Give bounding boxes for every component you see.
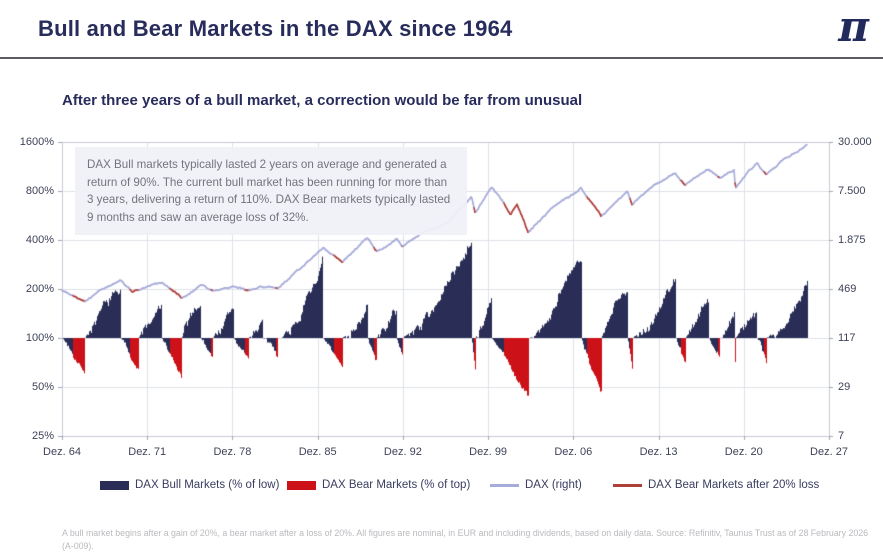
left-tick-400%: 400% [25,234,54,246]
legend-line-icon [613,483,642,487]
right-tick-7: 7 [838,430,845,442]
left-tick-100%: 100% [25,332,54,344]
chart-legend: DAX Bull Markets (% of low) DAX Bear Mark… [0,476,883,496]
header-divider [0,57,883,59]
x-tick-Dez78: Dez. 78 [213,446,252,458]
left-tick-200%: 200% [25,283,54,295]
legend-line-icon [490,483,519,487]
legend-swatch-icon [100,480,129,490]
chart-subtitle: After three years of a bull market, a co… [62,92,583,109]
left-tick-1600%: 1600% [19,136,54,148]
legend-item-2: DAX Bear Markets (% of top) [287,476,470,494]
x-tick-Dez13: Dez. 13 [639,446,678,458]
legend-label: DAX (right) [525,479,582,491]
right-tick-1.875: 1.875 [838,234,866,246]
x-tick-Dez92: Dez. 92 [383,446,422,458]
legend-item-4: DAX Bear Markets after 20% loss [613,476,819,494]
source-footnote: A bull market begins after a gain of 20%… [62,528,869,551]
right-tick-29: 29 [838,381,851,393]
right-tick-7.500: 7.500 [838,185,866,197]
page-title: Bull and Bear Markets in the DAX since 1… [38,16,513,41]
legend-item-3: DAX (right) [490,476,582,494]
x-tick-Dez27: Dez. 27 [810,446,848,458]
x-tick-Dez99: Dez. 99 [469,446,508,458]
right-tick-30.000: 30.000 [838,136,872,148]
legend-label: DAX Bear Markets (% of top) [322,479,471,491]
right-tick-117: 117 [838,332,856,344]
legend-swatch-icon [287,480,316,490]
x-tick-Dez71: Dez. 71 [128,446,167,458]
chart-annotation: DAX Bull markets typically lasted 2 year… [75,147,467,235]
left-tick-800%: 800% [25,185,54,197]
legend-label: DAX Bear Markets after 20% loss [648,479,820,491]
pi-logo: π [838,2,869,51]
x-tick-Dez85: Dez. 85 [298,446,337,458]
x-tick-Dez20: Dez. 20 [724,446,763,458]
legend-label: DAX Bull Markets (% of low) [135,479,280,491]
x-tick-Dez64: Dez. 64 [43,446,81,458]
right-tick-469: 469 [838,283,857,295]
x-tick-Dez06: Dez. 06 [554,446,593,458]
legend-item-1: DAX Bull Markets (% of low) [100,476,279,494]
left-tick-50%: 50% [31,381,54,393]
left-tick-25%: 25% [31,430,54,442]
